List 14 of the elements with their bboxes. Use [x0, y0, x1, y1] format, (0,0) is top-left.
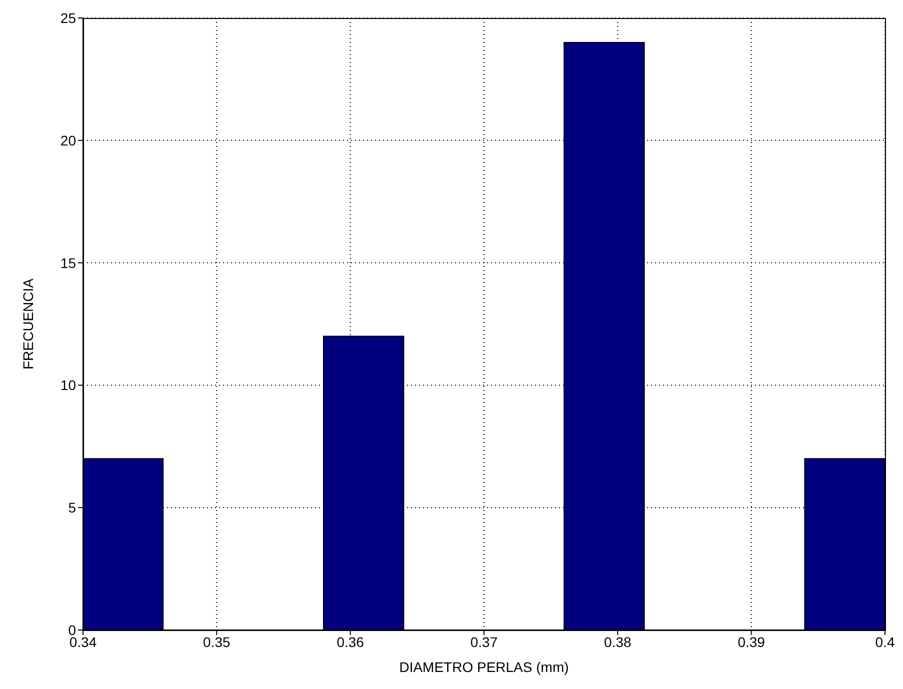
x-axis-title: DIAMETRO PERLAS (mm) — [399, 659, 569, 675]
y-tick-label: 5 — [68, 500, 76, 516]
y-tick-label: 10 — [60, 377, 76, 394]
x-tick-label: 0.39 — [738, 634, 766, 650]
y-tick-label: 25 — [60, 10, 76, 26]
x-tick-label: 0.35 — [203, 634, 231, 650]
x-tick-label: 0.37 — [470, 634, 498, 650]
y-tick-label: 0 — [68, 622, 76, 638]
x-tick-label: 0.4 — [875, 634, 895, 650]
y-tick-label: 15 — [60, 254, 76, 271]
x-tick-label: 0.38 — [604, 634, 632, 650]
y-axis-title: FRECUENCIA — [20, 278, 36, 370]
y-tick-label: 20 — [60, 132, 76, 148]
x-tick-label: 0.36 — [336, 634, 364, 650]
